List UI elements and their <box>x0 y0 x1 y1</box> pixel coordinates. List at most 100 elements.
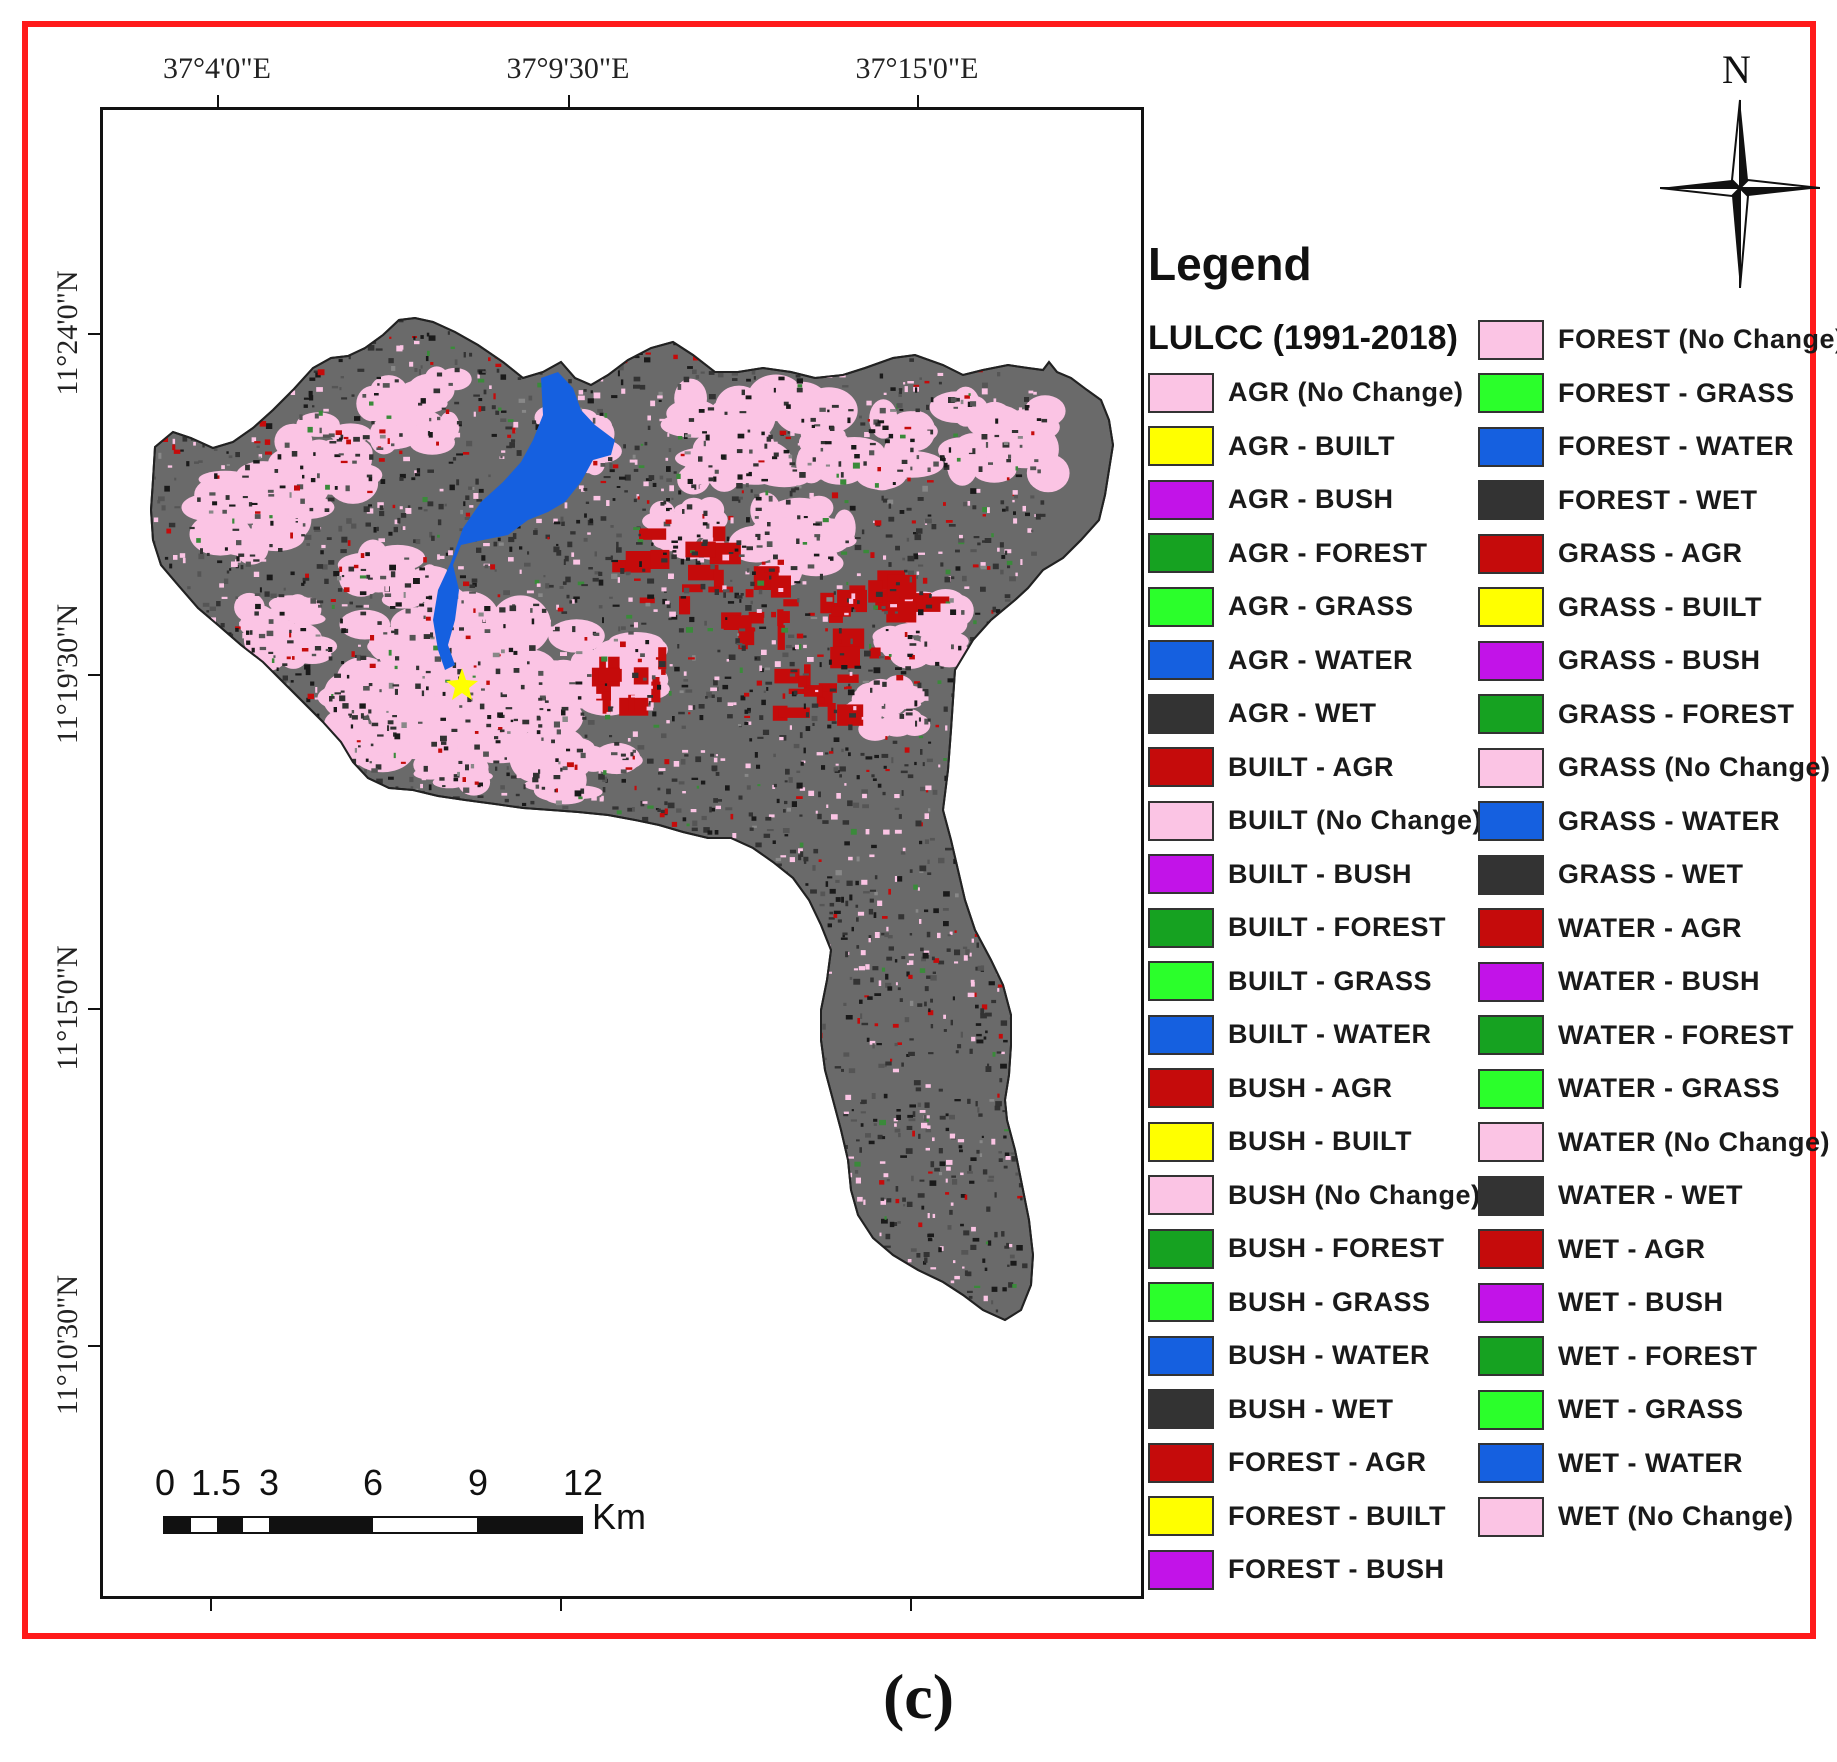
raster-pixel <box>764 443 768 449</box>
raster-pixel <box>441 1263 446 1268</box>
raster-pixel <box>878 1063 885 1068</box>
raster-pixel <box>302 474 305 479</box>
raster-pixel <box>316 387 323 392</box>
raster-pixel <box>463 501 466 507</box>
raster-pixel <box>1015 1028 1019 1033</box>
raster-pixel <box>713 350 718 355</box>
raster-pixel <box>320 785 324 792</box>
agr-no-change-patch <box>465 771 493 782</box>
raster-pixel <box>432 1130 437 1136</box>
raster-pixel <box>795 358 803 364</box>
raster-pixel <box>922 577 928 584</box>
raster-pixel <box>456 421 462 425</box>
raster-pixel <box>881 318 889 322</box>
raster-pixel <box>495 1133 498 1139</box>
raster-pixel <box>856 1139 860 1142</box>
agr-change-patch <box>628 694 635 713</box>
raster-pixel <box>887 1313 893 1318</box>
agr-change-patch <box>868 580 883 603</box>
agr-no-change-patch <box>892 411 930 433</box>
raster-pixel <box>328 647 333 652</box>
raster-pixel <box>1030 901 1037 908</box>
raster-pixel <box>271 900 277 906</box>
raster-pixel <box>841 748 844 753</box>
raster-pixel <box>602 986 607 991</box>
raster-pixel <box>682 509 685 514</box>
raster-pixel <box>870 552 875 558</box>
raster-pixel <box>429 853 432 859</box>
raster-pixel <box>476 499 483 502</box>
raster-pixel <box>728 859 735 865</box>
raster-pixel <box>713 1081 717 1087</box>
raster-pixel <box>262 1041 265 1047</box>
raster-pixel <box>528 604 533 607</box>
raster-pixel <box>879 1119 886 1126</box>
raster-pixel <box>526 590 534 594</box>
raster-pixel <box>243 1181 247 1185</box>
raster-pixel <box>803 860 807 864</box>
raster-pixel <box>505 707 513 710</box>
raster-pixel <box>631 997 637 1003</box>
raster-pixel <box>807 962 814 964</box>
raster-pixel <box>708 465 713 468</box>
raster-pixel <box>607 1298 611 1303</box>
raster-pixel <box>779 887 787 892</box>
raster-pixel <box>640 653 645 657</box>
raster-pixel <box>667 950 670 955</box>
raster-pixel <box>545 1121 551 1125</box>
raster-pixel <box>668 691 672 696</box>
raster-pixel <box>640 443 644 446</box>
raster-pixel <box>577 1228 581 1233</box>
raster-pixel <box>741 389 745 396</box>
raster-pixel <box>196 724 201 730</box>
raster-pixel <box>664 1259 671 1263</box>
raster-pixel <box>981 347 985 352</box>
raster-pixel <box>169 1117 177 1122</box>
raster-pixel <box>498 542 504 546</box>
raster-pixel <box>158 431 164 438</box>
raster-pixel <box>179 553 186 558</box>
raster-pixel <box>151 325 153 332</box>
raster-pixel <box>533 888 537 894</box>
agr-no-change-patch <box>660 412 730 438</box>
raster-pixel <box>445 1318 451 1320</box>
raster-pixel <box>402 1049 406 1055</box>
raster-pixel <box>828 1169 832 1175</box>
raster-pixel <box>256 750 262 757</box>
agr-no-change-patch <box>938 437 984 464</box>
raster-pixel <box>462 452 470 455</box>
raster-pixel <box>347 337 354 341</box>
raster-pixel <box>291 865 299 872</box>
raster-pixel <box>560 652 567 656</box>
raster-pixel <box>658 768 666 771</box>
raster-pixel <box>1007 624 1015 628</box>
raster-pixel <box>387 725 390 731</box>
raster-pixel <box>829 911 833 915</box>
raster-pixel <box>303 849 308 853</box>
raster-pixel <box>310 1245 315 1249</box>
raster-pixel <box>978 329 984 335</box>
raster-pixel <box>505 426 513 430</box>
raster-pixel <box>650 702 654 708</box>
raster-pixel <box>438 748 443 753</box>
raster-pixel <box>429 531 433 538</box>
raster-pixel <box>273 655 276 658</box>
raster-pixel <box>699 1033 707 1040</box>
raster-pixel <box>555 1236 561 1240</box>
raster-pixel <box>993 357 998 363</box>
raster-pixel <box>781 627 789 633</box>
raster-pixel <box>359 591 367 596</box>
raster-pixel <box>913 1080 921 1086</box>
raster-pixel <box>971 1226 976 1232</box>
raster-pixel <box>158 327 163 334</box>
raster-pixel <box>1001 803 1007 809</box>
raster-pixel <box>928 808 931 812</box>
raster-pixel <box>660 971 665 974</box>
raster-pixel <box>330 1038 336 1044</box>
raster-pixel <box>998 1033 1003 1039</box>
raster-pixel <box>713 1276 717 1281</box>
raster-pixel <box>846 880 853 886</box>
raster-pixel <box>845 900 849 907</box>
raster-pixel <box>433 1285 437 1291</box>
raster-pixel <box>525 887 531 892</box>
